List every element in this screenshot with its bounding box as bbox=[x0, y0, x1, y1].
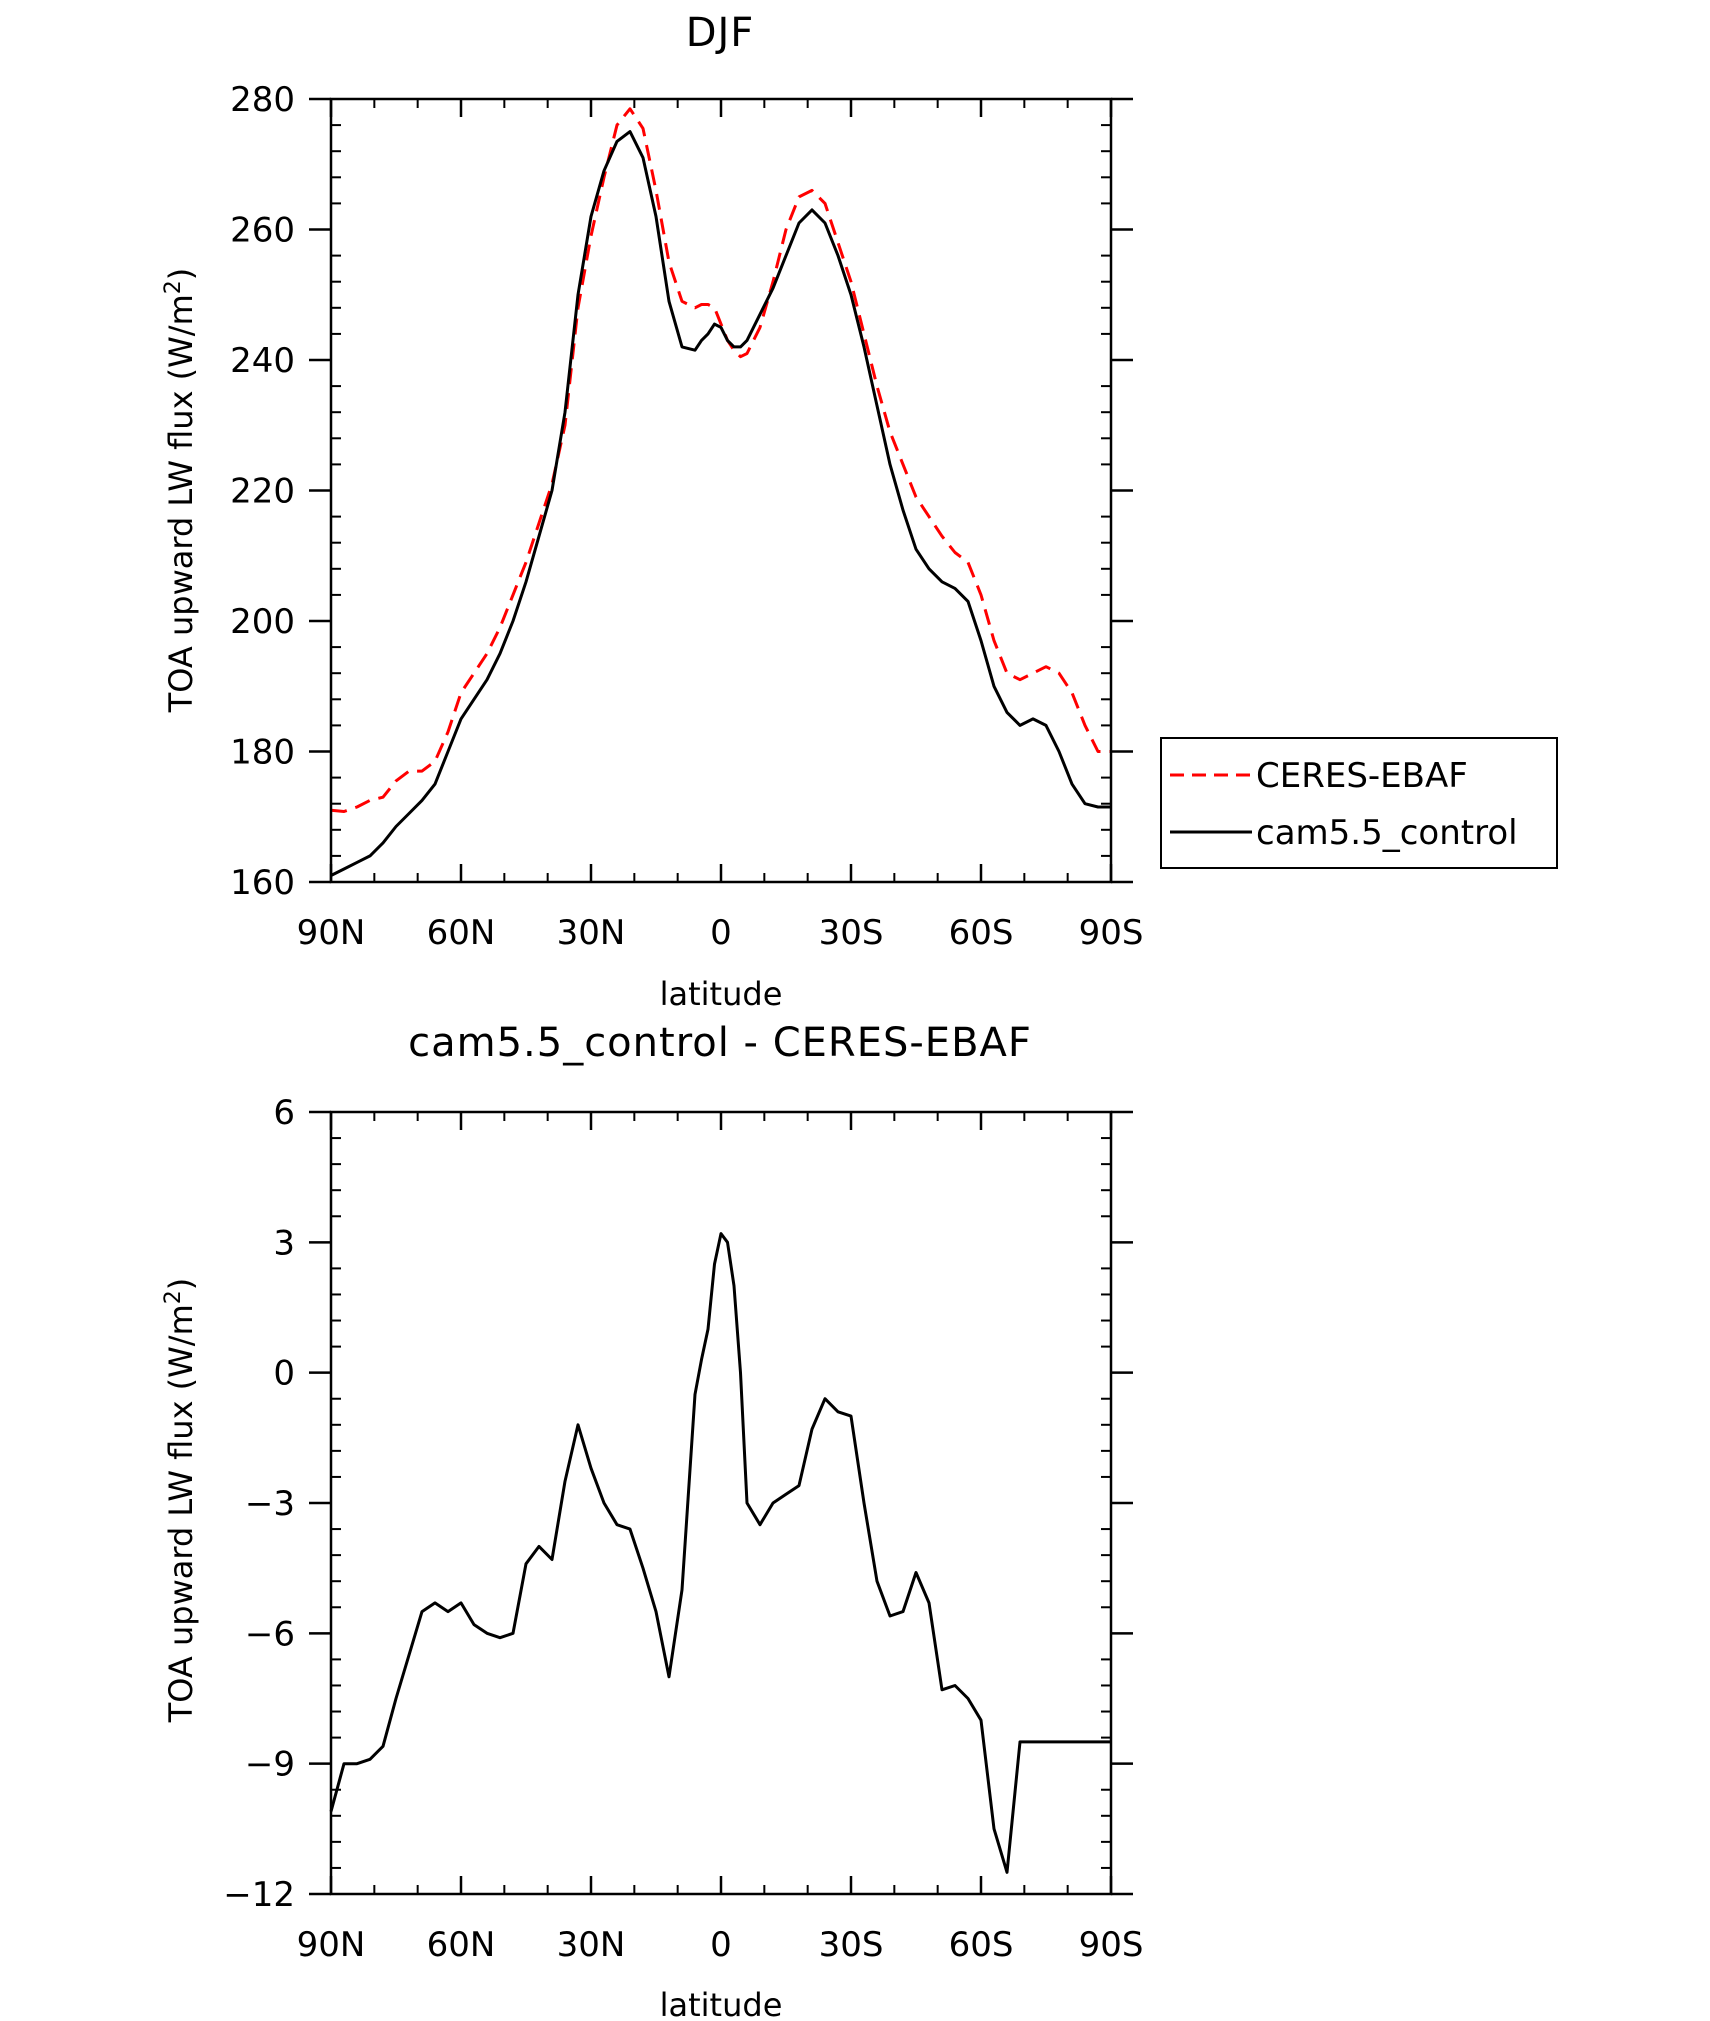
legend-label-cam5-5-control: cam5.5_control bbox=[1256, 813, 1518, 853]
legend: CERES-EBAF cam5.5_control bbox=[1160, 737, 1558, 869]
top-chart-title: DJF bbox=[686, 10, 755, 56]
top-x-tick-label: 30N bbox=[557, 913, 626, 953]
bottom-x-tick-label: 30S bbox=[819, 1925, 884, 1965]
bottom-y-axis-label-main: TOA upward LW flux (W/m bbox=[162, 1304, 200, 1723]
bottom-y-axis-label-sup: 2 bbox=[161, 1290, 186, 1304]
top-x-tick-label: 90N bbox=[297, 913, 366, 953]
top-y-tick-label: 220 bbox=[230, 472, 295, 512]
top-y-axis-label-sup: 2 bbox=[161, 280, 186, 294]
bottom-x-tick-label: 90N bbox=[297, 1925, 366, 1965]
bottom-x-tick-label: 0 bbox=[710, 1925, 732, 1965]
top-y-tick-label: 180 bbox=[230, 733, 295, 773]
top-y-axis-label-main: TOA upward LW flux (W/m bbox=[162, 294, 200, 713]
bottom-x-tick-label: 60N bbox=[427, 1925, 496, 1965]
bottom-x-tick-label: 90S bbox=[1079, 1925, 1144, 1965]
bottom-y-tick-label: 0 bbox=[273, 1354, 295, 1394]
top-y-tick-label: 200 bbox=[230, 602, 295, 642]
bottom-y-tick-label: 6 bbox=[273, 1093, 295, 1133]
legend-label-ceres-ebaf: CERES-EBAF bbox=[1256, 756, 1468, 796]
bottom-y-tick-label: −12 bbox=[223, 1875, 295, 1915]
series-line-cam5-5-control bbox=[330, 130, 1111, 877]
bottom-y-tick-label: 3 bbox=[273, 1223, 295, 1263]
series-line-cam5-5-control-ceres-ebaf bbox=[329, 1232, 1111, 1874]
top-y-axis-label-end: ) bbox=[162, 268, 200, 280]
top-x-tick-label: 60S bbox=[949, 913, 1014, 953]
top-y-axis-label: TOA upward LW flux (W/m2) bbox=[161, 268, 200, 714]
top-x-tick-label: 60N bbox=[427, 913, 496, 953]
bottom-y-axis-label: TOA upward LW flux (W/m2) bbox=[161, 1278, 200, 1724]
top-y-tick-label: 240 bbox=[230, 341, 295, 381]
bottom-y-tick-label: −6 bbox=[245, 1614, 295, 1654]
top-y-tick-label: 280 bbox=[230, 80, 295, 120]
bottom-y-axis-label-end: ) bbox=[162, 1278, 200, 1290]
top-x-tick-label: 0 bbox=[710, 913, 732, 953]
bottom-chart-title: cam5.5_control - CERES-EBAF bbox=[408, 1020, 1032, 1066]
top-x-tick-label: 90S bbox=[1079, 913, 1144, 953]
bottom-panel: cam5.5_control - CERES-EBAF 90N 60N 30N 0 30… bbox=[161, 1020, 1143, 2021]
bottom-x-axis-label: latitude bbox=[660, 1986, 783, 2021]
series-line-ceres-ebaf bbox=[330, 107, 1111, 813]
legend-box bbox=[1160, 737, 1558, 869]
bottom-y-tick-label: −9 bbox=[245, 1745, 295, 1785]
bottom-y-tick-label: −3 bbox=[245, 1484, 295, 1524]
top-panel: DJF 90N 60N 30N 0 30S 60S 90S 160 180 200 220 240 26… bbox=[161, 10, 1558, 1013]
top-y-tick-label: 160 bbox=[230, 863, 295, 903]
bottom-x-tick-label: 30N bbox=[557, 1925, 626, 1965]
top-x-axis-label: latitude bbox=[660, 975, 783, 1013]
bottom-x-tick-label: 60S bbox=[949, 1925, 1014, 1965]
top-x-tick-label: 30S bbox=[819, 913, 884, 953]
top-y-tick-label: 260 bbox=[230, 211, 295, 251]
